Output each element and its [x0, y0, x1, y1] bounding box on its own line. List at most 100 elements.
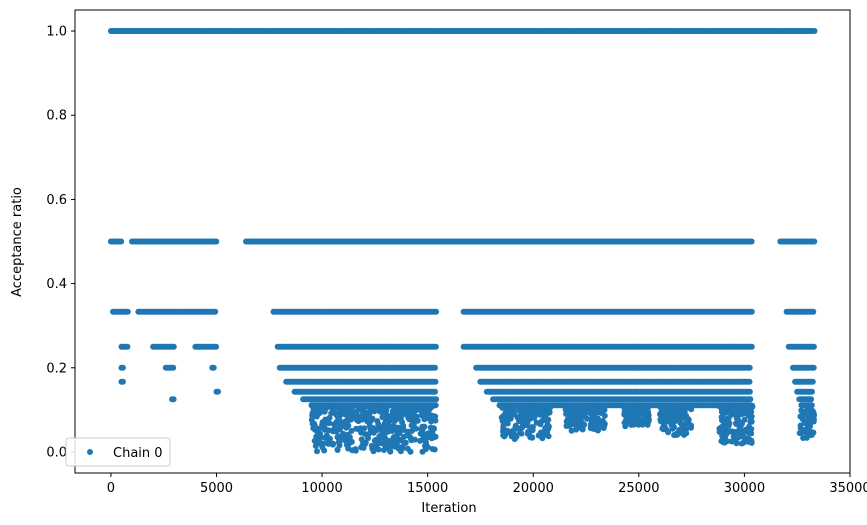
data-point — [807, 420, 813, 427]
data-point — [811, 28, 818, 34]
data-point — [563, 411, 570, 417]
data-point — [720, 410, 727, 417]
data-point — [210, 364, 217, 371]
data-point — [364, 431, 371, 438]
data-point — [124, 343, 131, 350]
data-point — [323, 432, 330, 439]
y-axis-label: Acceptance ratio — [10, 187, 25, 297]
data-point — [518, 416, 525, 423]
data-point — [629, 419, 636, 426]
data-point — [621, 409, 628, 416]
data-point — [661, 405, 668, 412]
data-point — [504, 427, 511, 434]
data-point — [732, 406, 739, 413]
data-point — [810, 408, 817, 415]
data-point — [735, 416, 741, 423]
data-point — [212, 308, 219, 315]
data-point — [310, 403, 317, 409]
data-point — [398, 416, 404, 423]
data-point — [581, 421, 588, 428]
data-point — [309, 420, 316, 427]
y-tick-label: 0.4 — [46, 277, 67, 292]
data-point — [406, 403, 413, 410]
data-point — [371, 437, 378, 444]
data-point — [688, 422, 695, 429]
data-point — [333, 412, 340, 418]
data-point — [379, 430, 386, 437]
data-point — [733, 428, 740, 435]
data-point — [433, 396, 440, 403]
data-point — [411, 416, 418, 423]
data-point — [733, 440, 740, 447]
data-point — [745, 438, 752, 445]
data-point — [373, 427, 380, 434]
data-point — [569, 415, 576, 422]
y-tick-label: 1.0 — [46, 25, 67, 40]
data-point — [401, 440, 408, 447]
data-point — [502, 405, 509, 411]
y-tick-label: 0.8 — [46, 109, 67, 124]
data-point — [808, 432, 815, 439]
data-point — [519, 424, 525, 431]
data-point — [535, 432, 542, 439]
data-point — [317, 402, 324, 409]
data-point — [805, 414, 812, 421]
x-tick-label: 35000 — [829, 481, 867, 496]
data-point — [679, 422, 685, 428]
data-point — [513, 425, 519, 432]
data-point — [720, 403, 727, 410]
data-point — [170, 396, 177, 403]
data-point — [802, 420, 808, 426]
data-point — [118, 238, 125, 245]
data-point — [382, 435, 389, 442]
data-point — [337, 426, 343, 433]
data-point — [801, 410, 808, 417]
data-point — [408, 437, 415, 444]
data-point — [326, 414, 333, 421]
data-point — [747, 415, 754, 422]
data-point — [664, 413, 670, 420]
data-point — [811, 238, 818, 245]
data-point — [323, 419, 329, 426]
data-point — [802, 426, 809, 433]
data-point — [329, 441, 336, 448]
data-point — [658, 413, 665, 420]
data-point — [810, 308, 817, 315]
data-point — [314, 448, 320, 455]
data-point — [501, 433, 508, 440]
data-point — [369, 407, 376, 414]
data-point — [537, 421, 544, 428]
data-point — [809, 388, 815, 395]
data-point — [667, 418, 674, 425]
legend: Chain 0 — [65, 437, 171, 467]
data-point — [568, 408, 575, 415]
x-tick-label: 5000 — [200, 481, 233, 496]
data-point — [344, 431, 351, 438]
data-point — [422, 438, 429, 444]
data-point — [645, 416, 652, 423]
x-tick-label: 20000 — [513, 481, 554, 496]
data-point — [808, 396, 815, 403]
data-point — [382, 442, 389, 449]
data-point — [119, 378, 126, 385]
data-point — [513, 433, 520, 440]
legend-box — [65, 437, 171, 467]
data-point — [732, 411, 739, 418]
data-point — [392, 415, 399, 422]
data-point — [384, 403, 391, 410]
data-point — [215, 388, 221, 395]
data-point — [740, 428, 746, 435]
data-point — [367, 403, 373, 409]
data-point — [748, 308, 755, 315]
data-point — [419, 448, 426, 455]
data-point — [673, 431, 680, 438]
data-point — [334, 447, 341, 453]
data-point — [721, 439, 728, 446]
y-tick-label: 0.2 — [46, 361, 67, 376]
data-point — [563, 423, 570, 429]
data-point — [587, 425, 594, 432]
data-point — [317, 435, 323, 442]
data-point — [588, 402, 595, 409]
data-point — [353, 414, 360, 421]
x-tick-label: 25000 — [618, 481, 659, 496]
